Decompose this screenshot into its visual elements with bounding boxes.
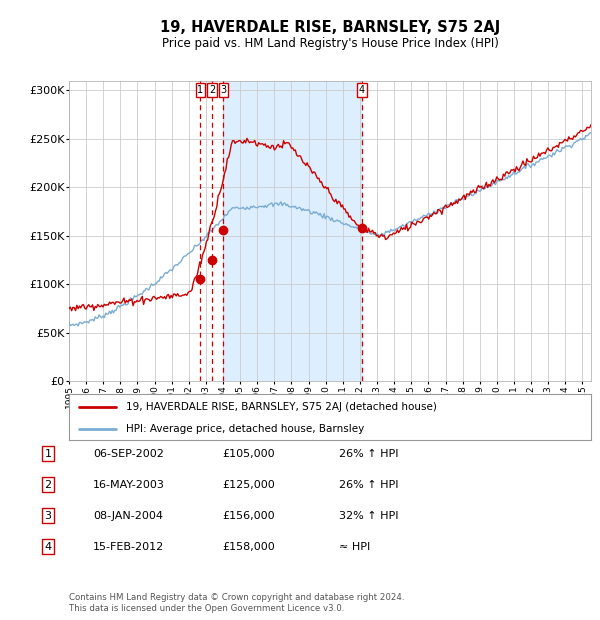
Text: 2: 2 [44, 480, 52, 490]
Text: 19, HAVERDALE RISE, BARNSLEY, S75 2AJ (detached house): 19, HAVERDALE RISE, BARNSLEY, S75 2AJ (d… [127, 402, 437, 412]
Text: Contains HM Land Registry data © Crown copyright and database right 2024.
This d: Contains HM Land Registry data © Crown c… [69, 593, 404, 613]
Text: 16-MAY-2003: 16-MAY-2003 [93, 480, 165, 490]
Text: 2: 2 [209, 85, 215, 95]
Text: £156,000: £156,000 [222, 511, 275, 521]
Text: 1: 1 [197, 85, 203, 95]
Text: 26% ↑ HPI: 26% ↑ HPI [339, 480, 398, 490]
Text: Price paid vs. HM Land Registry's House Price Index (HPI): Price paid vs. HM Land Registry's House … [161, 37, 499, 50]
Text: ≈ HPI: ≈ HPI [339, 542, 370, 552]
Text: £125,000: £125,000 [222, 480, 275, 490]
Text: 1: 1 [44, 449, 52, 459]
Text: 3: 3 [220, 85, 226, 95]
Text: 3: 3 [44, 511, 52, 521]
Text: 26% ↑ HPI: 26% ↑ HPI [339, 449, 398, 459]
Text: £105,000: £105,000 [222, 449, 275, 459]
Text: 32% ↑ HPI: 32% ↑ HPI [339, 511, 398, 521]
Text: 08-JAN-2004: 08-JAN-2004 [93, 511, 163, 521]
Bar [223, 81, 362, 381]
Text: 19, HAVERDALE RISE, BARNSLEY, S75 2AJ: 19, HAVERDALE RISE, BARNSLEY, S75 2AJ [160, 20, 500, 35]
Text: 4: 4 [44, 542, 52, 552]
Text: 06-SEP-2002: 06-SEP-2002 [93, 449, 164, 459]
Text: 15-FEB-2012: 15-FEB-2012 [93, 542, 164, 552]
Text: £158,000: £158,000 [222, 542, 275, 552]
Text: 4: 4 [359, 85, 365, 95]
Text: HPI: Average price, detached house, Barnsley: HPI: Average price, detached house, Barn… [127, 423, 365, 433]
